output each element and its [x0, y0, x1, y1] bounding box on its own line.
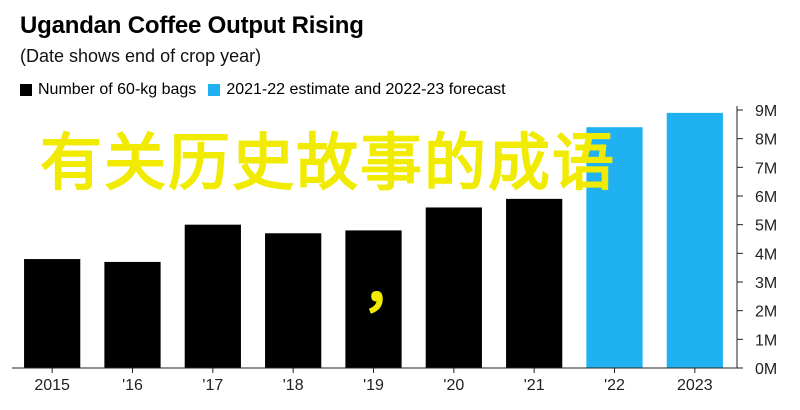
y-tick-label-2: 2M — [755, 304, 777, 321]
y-tick-label-3: 3M — [755, 275, 777, 292]
watermark-overlay-text: 有关历史故事的成语 — [40, 126, 617, 199]
y-tick-label-7: 7M — [755, 160, 777, 177]
y-tick-label-6: 6M — [755, 189, 777, 206]
y-tick-label-4: 4M — [755, 246, 777, 263]
y-tick-label-0: 0M — [755, 361, 777, 378]
chart-title: Ugandan Coffee Output Rising — [20, 12, 364, 39]
watermark-overlay-comma: ， — [362, 251, 422, 321]
bar-0-6 — [506, 198, 563, 368]
legend-item-forecast: 2021-22 estimate and 2022-23 forecast — [208, 81, 506, 99]
bar-0-3 — [265, 233, 322, 368]
bar-1-7 — [586, 127, 643, 368]
legend: Number of 60-kg bags 2021-22 estimate an… — [20, 80, 518, 100]
x-tick-label-2: '17 — [202, 377, 223, 394]
y-tick-label-5: 5M — [755, 218, 777, 235]
legend-swatch-black — [20, 84, 32, 96]
bar-0-4 — [345, 230, 402, 368]
x-tick-label-3: '18 — [283, 377, 304, 394]
x-tick-label-5: '20 — [443, 377, 464, 394]
bar-1-8 — [666, 112, 723, 368]
legend-label-forecast: 2021-22 estimate and 2022-23 forecast — [226, 81, 506, 98]
bar-chart: 2015 '16 '17 '18 '19 '20 '21 '22 2023 0M 1M 2M 3M 4M 5… — [12, 103, 777, 394]
legend-swatch-blue — [208, 84, 221, 96]
bar-0-0 — [24, 259, 81, 368]
x-tick-label-0: 2015 — [34, 377, 70, 394]
bar-0-5 — [425, 207, 482, 368]
y-tick-label-1: 1M — [755, 332, 777, 349]
x-tick-label-6: '21 — [524, 377, 545, 394]
legend-item-bags: Number of 60-kg bags — [20, 81, 196, 99]
x-tick-label-7: '22 — [604, 377, 625, 394]
bar-0-1 — [104, 261, 161, 368]
y-tick-label-8: 8M — [755, 132, 777, 149]
x-tick-label-4: '19 — [363, 377, 384, 394]
x-tick-label-1: '16 — [122, 377, 143, 394]
legend-label-bags: Number of 60-kg bags — [38, 81, 197, 98]
chart-subtitle: (Date shows end of crop year) — [20, 46, 262, 66]
x-tick-label-8: 2023 — [677, 377, 713, 394]
y-tick-label-9: 9M — [755, 103, 777, 120]
bar-0-2 — [184, 224, 241, 368]
